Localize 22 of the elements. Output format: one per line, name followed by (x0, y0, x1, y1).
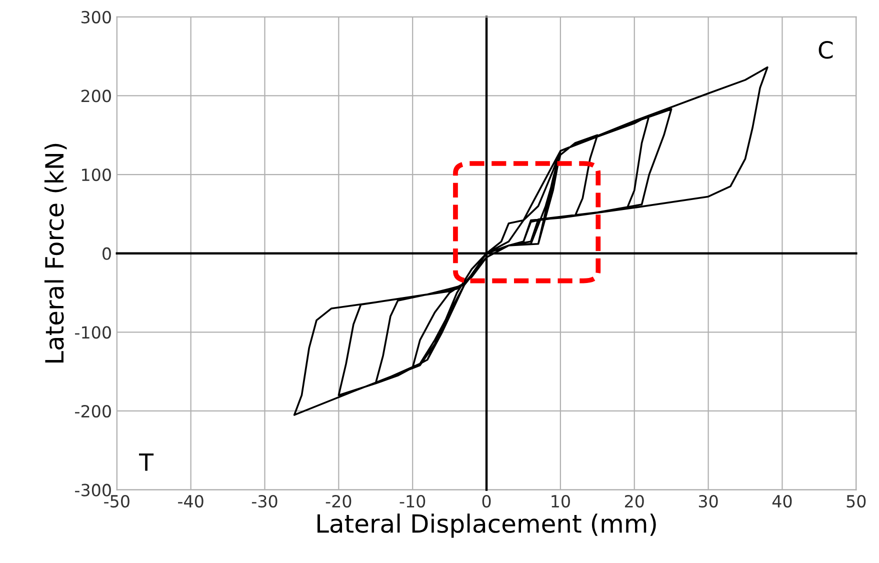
x-tick-label: -40 (178, 494, 204, 508)
x-axis-title: Lateral Displacement (mm) (318, 514, 656, 538)
y-tick-label: 100 (82, 168, 111, 182)
y-tick-label: -200 (75, 404, 111, 418)
y-tick-label: -300 (75, 484, 111, 496)
x-tick-label: 0 (482, 494, 491, 508)
y-tick-label: 300 (82, 10, 111, 24)
x-tick-label: 40 (772, 494, 792, 508)
x-tick-label: -20 (326, 494, 352, 508)
y-tick-label: 0 (102, 247, 111, 260)
x-tick-label: 50 (846, 494, 866, 508)
x-tick-label: -30 (252, 494, 278, 508)
x-tick-label: -50 (104, 494, 130, 508)
y-tick-label: 200 (81, 90, 111, 102)
annotation: T (139, 454, 154, 471)
annotation: C (818, 40, 833, 59)
x-tick-label: 20 (624, 494, 644, 508)
y-axis-title: Lateral Force (kN) (44, 144, 67, 362)
x-tick-label: 10 (552, 494, 570, 508)
x-tick-label: -10 (400, 494, 426, 508)
y-tick-label: -100 (75, 326, 111, 339)
x-tick-label: 30 (698, 494, 718, 508)
